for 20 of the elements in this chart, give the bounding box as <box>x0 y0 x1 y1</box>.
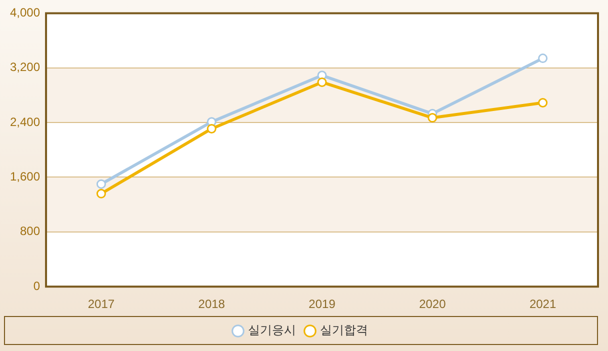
x-tick-label: 2019 <box>308 297 336 312</box>
legend-label: 실기합격 <box>320 323 368 338</box>
y-tick-label: 800 <box>20 224 40 238</box>
x-tick-label: 2021 <box>529 297 556 312</box>
y-tick-label: 1,600 <box>10 170 40 184</box>
y-tick-label: 4,000 <box>10 6 40 20</box>
point <box>317 77 327 87</box>
legend-label: 실기응시 <box>248 323 296 338</box>
y-tick-label: 2,400 <box>10 114 40 129</box>
point <box>96 188 106 198</box>
point <box>206 124 216 134</box>
x-tick-label: 2018 <box>198 297 226 312</box>
point <box>96 179 106 189</box>
point <box>538 54 548 64</box>
y-tick-label: 0 <box>33 278 40 293</box>
point <box>428 113 438 123</box>
y-tick-label: 3,200 <box>10 60 40 74</box>
x-tick-label: 2020 <box>419 297 446 312</box>
point <box>538 98 548 108</box>
x-tick-label: 2017 <box>88 297 115 312</box>
